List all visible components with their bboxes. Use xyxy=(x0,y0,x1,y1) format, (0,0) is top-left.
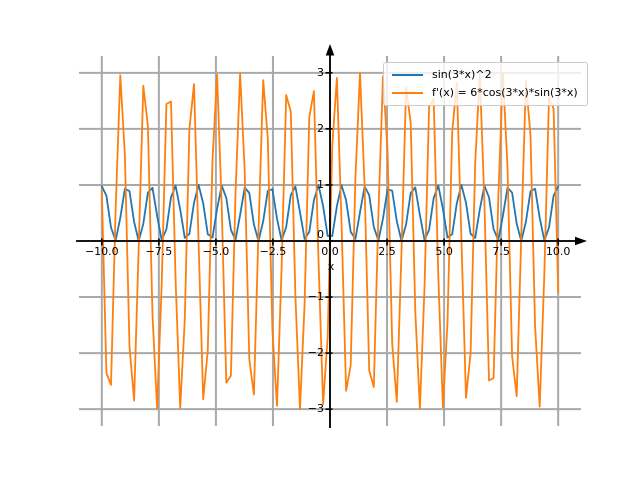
x-tick-label: 2.5 xyxy=(378,245,396,258)
legend-item-derivative: f'(x) = 6*cos(3*x)*sin(3*x) xyxy=(392,86,578,99)
y-tick-label: −2 xyxy=(307,346,324,360)
y-tick-label: −1 xyxy=(307,290,324,304)
legend-label: f'(x) = 6*cos(3*x)*sin(3*x) xyxy=(432,86,578,99)
y-tick-label: 0 xyxy=(317,228,324,241)
x-tick-label: −10.0 xyxy=(84,245,119,258)
axes xyxy=(76,44,587,428)
y-tick-label: −3 xyxy=(307,402,324,416)
x-tick-label: −7.5 xyxy=(145,245,173,258)
x-axis-arrow xyxy=(575,236,587,246)
legend-label: sin(3*x)^2 xyxy=(432,68,492,81)
x-tick-label: −2.5 xyxy=(259,245,287,258)
x-tick-label: −5.0 xyxy=(202,245,230,258)
x-tick-label: 7.5 xyxy=(492,245,510,258)
legend-line-sample-orange xyxy=(392,91,423,94)
legend-line-sample-blue xyxy=(392,73,423,76)
y-axis-arrow xyxy=(325,44,335,56)
y-tick-label: 3 xyxy=(317,65,324,79)
x-tick-label: 5.0 xyxy=(435,245,453,258)
y-tick-label: 2 xyxy=(317,121,324,135)
x-axis-label: x xyxy=(327,260,335,273)
x-tick-label: 0.0 xyxy=(321,245,339,258)
legend-item-sin3x-squared: sin(3*x)^2 xyxy=(392,68,578,81)
x-tick-label: 10.0 xyxy=(545,245,571,258)
y-tick-label: 1 xyxy=(317,177,324,191)
legend: sin(3*x)^2 f'(x) = 6*cos(3*x)*sin(3*x) xyxy=(383,62,588,106)
